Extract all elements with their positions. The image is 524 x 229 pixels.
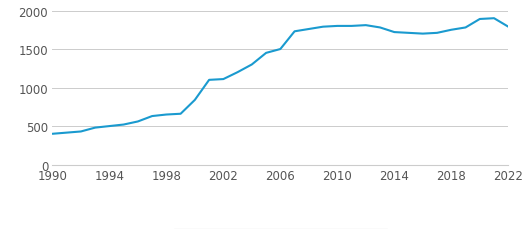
Cactus Shadows High School bbox=[505, 26, 511, 29]
Cactus Shadows High School bbox=[477, 19, 483, 21]
Cactus Shadows High School bbox=[391, 32, 398, 34]
Cactus Shadows High School bbox=[291, 31, 298, 33]
Cactus Shadows High School bbox=[78, 131, 84, 133]
Cactus Shadows High School bbox=[163, 114, 170, 116]
Cactus Shadows High School bbox=[234, 71, 241, 74]
Cactus Shadows High School bbox=[348, 25, 355, 28]
Cactus Shadows High School bbox=[49, 133, 56, 136]
Cactus Shadows High School bbox=[192, 99, 198, 102]
Cactus Shadows High School bbox=[249, 64, 255, 66]
Cactus Shadows High School bbox=[220, 78, 226, 81]
Cactus Shadows High School bbox=[363, 25, 369, 27]
Cactus Shadows High School bbox=[277, 49, 283, 51]
Cactus Shadows High School bbox=[462, 27, 468, 30]
Cactus Shadows High School bbox=[178, 113, 184, 116]
Line: Cactus Shadows High School: Cactus Shadows High School bbox=[52, 19, 508, 134]
Cactus Shadows High School bbox=[491, 18, 497, 21]
Cactus Shadows High School bbox=[434, 32, 440, 35]
Cactus Shadows High School bbox=[320, 26, 326, 29]
Cactus Shadows High School bbox=[121, 124, 127, 126]
Cactus Shadows High School bbox=[106, 125, 113, 128]
Cactus Shadows High School bbox=[63, 132, 70, 134]
Cactus Shadows High School bbox=[334, 25, 341, 28]
Cactus Shadows High School bbox=[305, 28, 312, 31]
Cactus Shadows High School bbox=[135, 120, 141, 123]
Cactus Shadows High School bbox=[377, 27, 383, 30]
Cactus Shadows High School bbox=[448, 29, 454, 32]
Cactus Shadows High School bbox=[206, 79, 212, 82]
Cactus Shadows High School bbox=[92, 127, 99, 129]
Cactus Shadows High School bbox=[263, 52, 269, 55]
Cactus Shadows High School bbox=[149, 115, 155, 118]
Cactus Shadows High School bbox=[420, 33, 426, 36]
Cactus Shadows High School bbox=[406, 32, 412, 35]
